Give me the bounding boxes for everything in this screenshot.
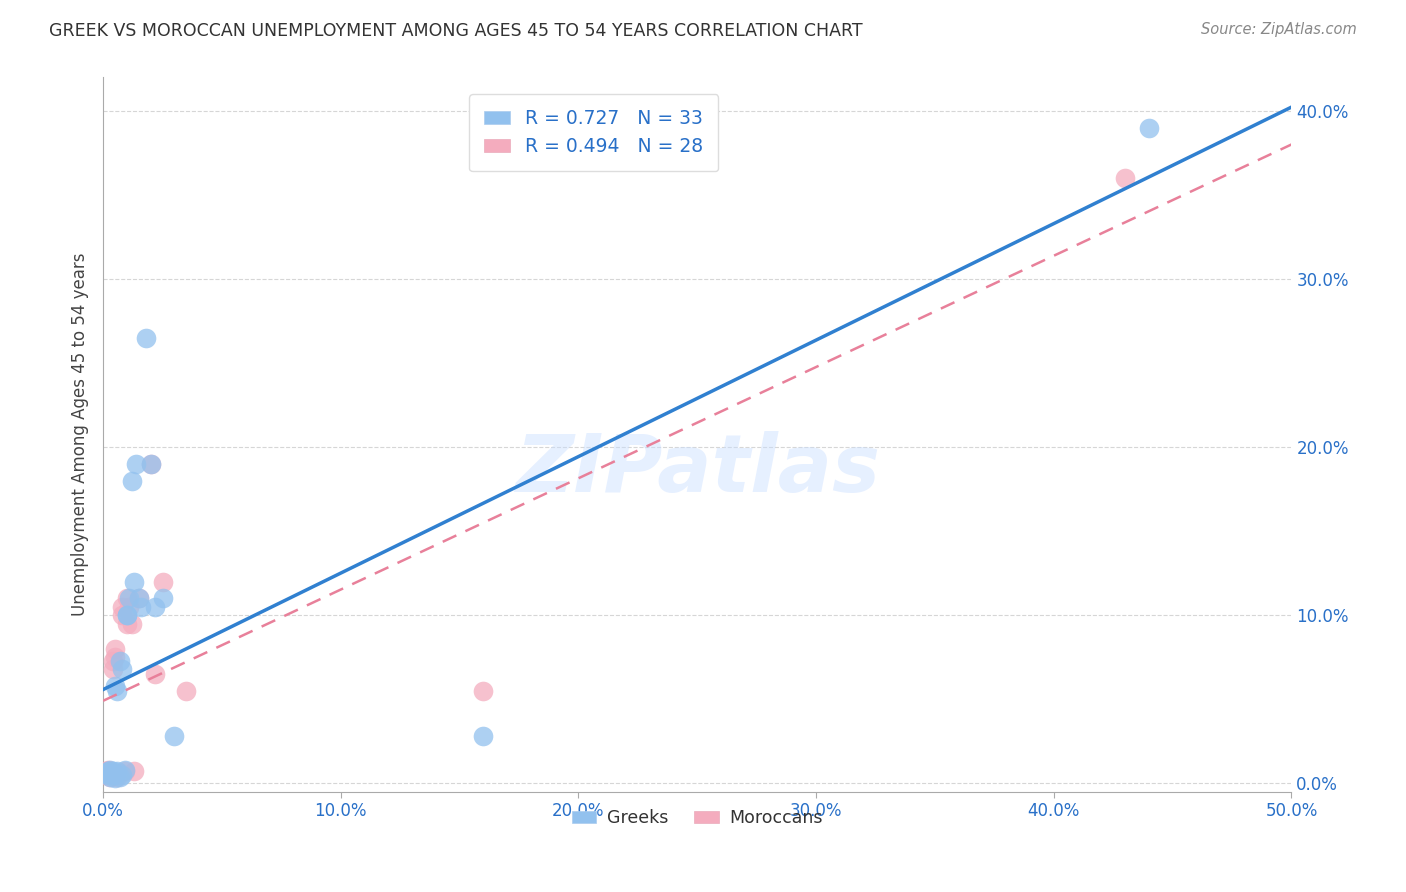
- Point: [108, 770, 131, 784]
- Point: [97, 766, 120, 780]
- Point: [122, 574, 145, 589]
- Point: [104, 766, 127, 780]
- Point: [128, 591, 150, 606]
- Point: [101, 662, 124, 676]
- Point: [145, 599, 167, 614]
- Point: [104, 641, 127, 656]
- Text: ZIPatlas: ZIPatlas: [515, 431, 880, 509]
- Point: [114, 764, 136, 779]
- Y-axis label: Unemployment Among Ages 45 to 54 years: Unemployment Among Ages 45 to 54 years: [72, 252, 89, 616]
- Point: [94, 764, 117, 779]
- Point: [108, 654, 131, 668]
- Text: Source: ZipAtlas.com: Source: ZipAtlas.com: [1201, 22, 1357, 37]
- Point: [98, 764, 121, 779]
- Point: [104, 768, 127, 782]
- Point: [111, 608, 134, 623]
- Point: [1137, 120, 1160, 135]
- Point: [129, 599, 152, 614]
- Point: [98, 766, 121, 780]
- Point: [115, 616, 138, 631]
- Legend: Greeks, Moroccans: Greeks, Moroccans: [565, 803, 830, 834]
- Point: [108, 766, 131, 780]
- Point: [122, 764, 145, 779]
- Point: [105, 770, 128, 784]
- Point: [111, 768, 134, 782]
- Point: [98, 770, 121, 784]
- Point: [97, 768, 120, 782]
- Point: [118, 591, 141, 606]
- Point: [97, 764, 120, 779]
- Point: [115, 591, 138, 606]
- Point: [105, 764, 128, 779]
- Point: [121, 474, 143, 488]
- Point: [111, 662, 134, 676]
- Text: GREEK VS MOROCCAN UNEMPLOYMENT AMONG AGES 45 TO 54 YEARS CORRELATION CHART: GREEK VS MOROCCAN UNEMPLOYMENT AMONG AGE…: [49, 22, 863, 40]
- Point: [98, 763, 121, 777]
- Point: [94, 768, 117, 782]
- Point: [1114, 171, 1136, 186]
- Point: [118, 599, 141, 614]
- Point: [104, 771, 127, 785]
- Point: [97, 763, 120, 777]
- Point: [472, 683, 495, 698]
- Point: [152, 591, 174, 606]
- Point: [98, 770, 121, 784]
- Point: [115, 608, 138, 623]
- Point: [101, 654, 124, 668]
- Point: [101, 764, 124, 779]
- Point: [139, 457, 162, 471]
- Point: [104, 679, 127, 693]
- Point: [125, 457, 148, 471]
- Point: [128, 591, 150, 606]
- Point: [115, 608, 138, 623]
- Point: [105, 683, 128, 698]
- Point: [101, 768, 124, 782]
- Point: [135, 331, 157, 345]
- Point: [111, 599, 134, 614]
- Point: [176, 683, 198, 698]
- Point: [114, 763, 136, 777]
- Point: [152, 574, 174, 589]
- Point: [121, 616, 143, 631]
- Point: [94, 766, 117, 780]
- Point: [139, 457, 162, 471]
- Point: [145, 667, 167, 681]
- Point: [104, 650, 127, 665]
- Point: [472, 729, 495, 743]
- Point: [163, 729, 186, 743]
